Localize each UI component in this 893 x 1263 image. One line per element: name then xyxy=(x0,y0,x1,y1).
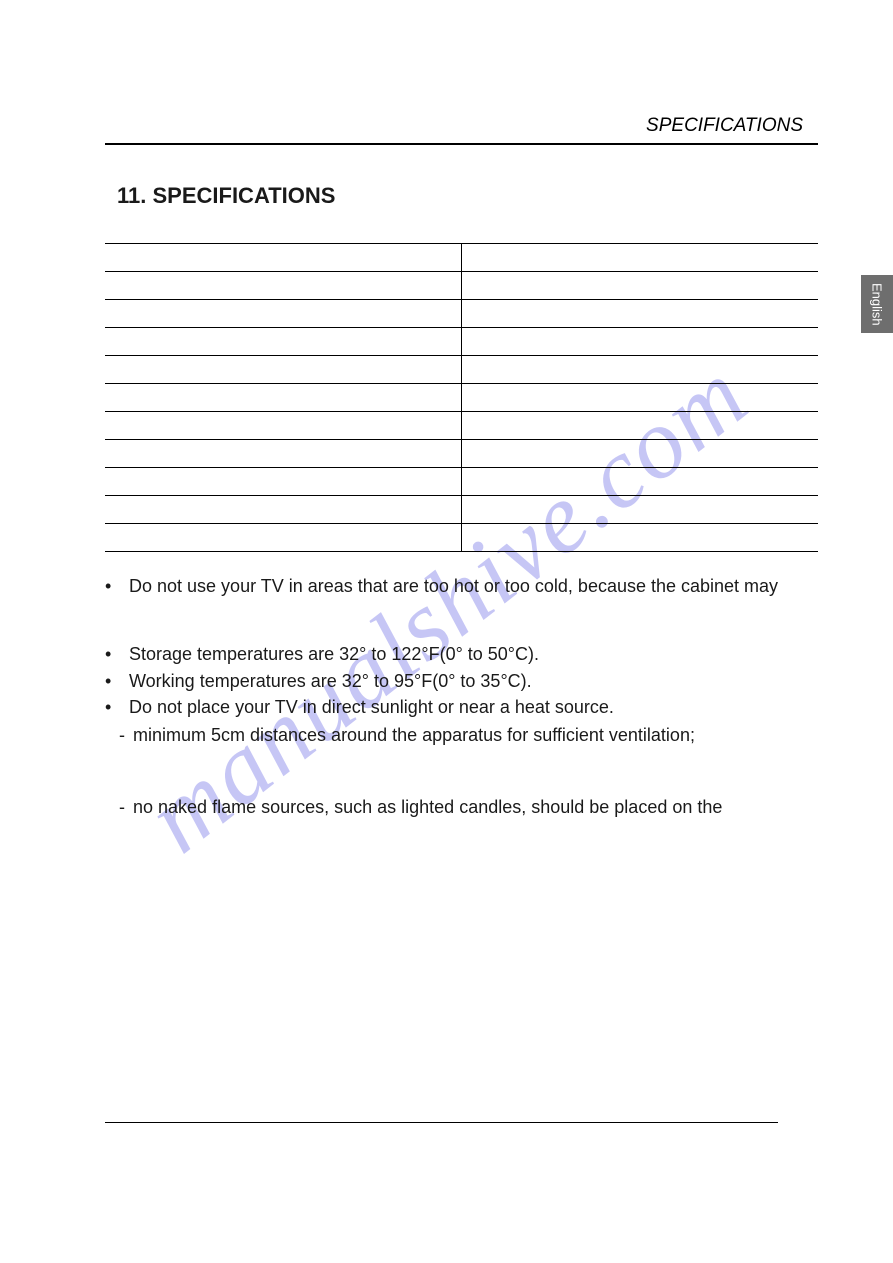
table-row xyxy=(105,496,818,524)
bullet-icon: • xyxy=(105,642,129,666)
note-text: minimum 5cm distances around the apparat… xyxy=(133,723,818,747)
dash-icon: - xyxy=(119,795,133,819)
header-section-label: SPECIFICATIONS xyxy=(105,115,818,145)
dash-icon: - xyxy=(119,723,133,747)
table-row xyxy=(105,468,818,496)
list-item: • Storage temperatures are 32° to 122°F(… xyxy=(105,642,818,666)
table-row xyxy=(105,356,818,384)
list-item: • Working temperatures are 32° to 95°F(0… xyxy=(105,669,818,693)
note-text: Do not use your TV in areas that are too… xyxy=(129,574,818,598)
bullet-icon: • xyxy=(105,574,129,598)
specifications-table xyxy=(105,243,818,552)
bullet-icon: • xyxy=(105,695,129,719)
table-row xyxy=(105,524,818,552)
notes-list: • Do not use your TV in areas that are t… xyxy=(105,574,818,820)
table-row xyxy=(105,272,818,300)
footer-rule xyxy=(105,1122,778,1123)
note-text: Storage temperatures are 32° to 122°F(0°… xyxy=(129,642,818,666)
section-title: 11. SPECIFICATIONS xyxy=(117,183,818,209)
note-text: Do not place your TV in direct sunlight … xyxy=(129,695,818,719)
list-item: - minimum 5cm distances around the appar… xyxy=(119,723,818,747)
table-row xyxy=(105,300,818,328)
table-row xyxy=(105,440,818,468)
list-item: • Do not place your TV in direct sunligh… xyxy=(105,695,818,719)
table-row xyxy=(105,412,818,440)
bullet-icon: • xyxy=(105,669,129,693)
note-text: no naked flame sources, such as lighted … xyxy=(133,795,818,819)
list-item: - no naked flame sources, such as lighte… xyxy=(119,795,818,819)
table-row xyxy=(105,328,818,356)
note-text: Working temperatures are 32° to 95°F(0° … xyxy=(129,669,818,693)
list-item: • Do not use your TV in areas that are t… xyxy=(105,574,818,598)
table-row xyxy=(105,384,818,412)
table-row xyxy=(105,244,818,272)
